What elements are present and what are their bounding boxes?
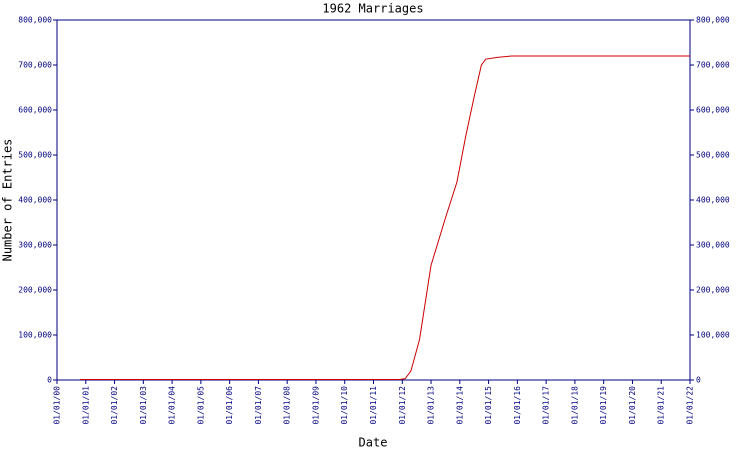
y2-tick-label: 800,000 <box>696 16 730 25</box>
y-tick-label: 800,000 <box>18 16 52 25</box>
x-tick-label: 01/01/02 <box>110 386 119 425</box>
x-tick-label: 01/01/20 <box>628 386 637 425</box>
x-tick-label: 01/01/15 <box>484 386 493 425</box>
y2-tick-label: 200,000 <box>696 286 730 295</box>
x-tick-label: 01/01/22 <box>686 386 695 425</box>
x-tick-label: 01/01/13 <box>427 386 436 425</box>
x-tick-label: 01/01/06 <box>225 386 234 425</box>
x-tick-label: 01/01/05 <box>196 386 205 425</box>
x-tick-label: 01/01/19 <box>599 386 608 425</box>
plot-frame <box>56 19 691 381</box>
y-tick-label: 100,000 <box>18 331 52 340</box>
chart-title: 1962 Marriages <box>322 2 423 16</box>
y2-tick-label: 700,000 <box>696 61 730 70</box>
y-tick-label: 400,000 <box>18 196 52 205</box>
x-tick-label: 01/01/08 <box>283 386 292 425</box>
x-tick-label: 01/01/18 <box>570 386 579 425</box>
x-tick-label: 01/01/14 <box>455 386 464 425</box>
y-axis-label: Number of Entries <box>1 139 15 262</box>
y2-tick-label: 0 <box>696 376 701 385</box>
y2-tick-label: 100,000 <box>696 331 730 340</box>
y2-tick-label: 300,000 <box>696 241 730 250</box>
x-tick-label: 01/01/01 <box>81 386 90 425</box>
y2-tick-label: 500,000 <box>696 151 730 160</box>
x-tick-label: 01/01/00 <box>53 386 62 425</box>
x-tick-label: 01/01/21 <box>657 386 666 425</box>
x-tick-label: 01/01/11 <box>369 386 378 425</box>
x-axis-label: Date <box>359 436 388 450</box>
x-tick-label: 01/01/04 <box>168 386 177 425</box>
x-tick-label: 01/01/03 <box>139 386 148 425</box>
x-tick-label: 01/01/10 <box>340 386 349 425</box>
x-tick-label: 01/01/12 <box>398 386 407 425</box>
x-tick-label: 01/01/16 <box>513 386 522 425</box>
y-tick-label: 600,000 <box>18 106 52 115</box>
x-tick-label: 01/01/09 <box>311 386 320 425</box>
y2-tick-label: 400,000 <box>696 196 730 205</box>
y2-tick-label: 600,000 <box>696 106 730 115</box>
x-tick-label: 01/01/07 <box>254 386 263 425</box>
y-tick-label: 300,000 <box>18 241 52 250</box>
y-tick-label: 700,000 <box>18 61 52 70</box>
y-tick-label: 200,000 <box>18 286 52 295</box>
data-line <box>80 55 690 381</box>
y-tick-label: 500,000 <box>18 151 52 160</box>
y-tick-label: 0 <box>47 376 52 385</box>
x-tick-label: 01/01/17 <box>542 386 551 425</box>
